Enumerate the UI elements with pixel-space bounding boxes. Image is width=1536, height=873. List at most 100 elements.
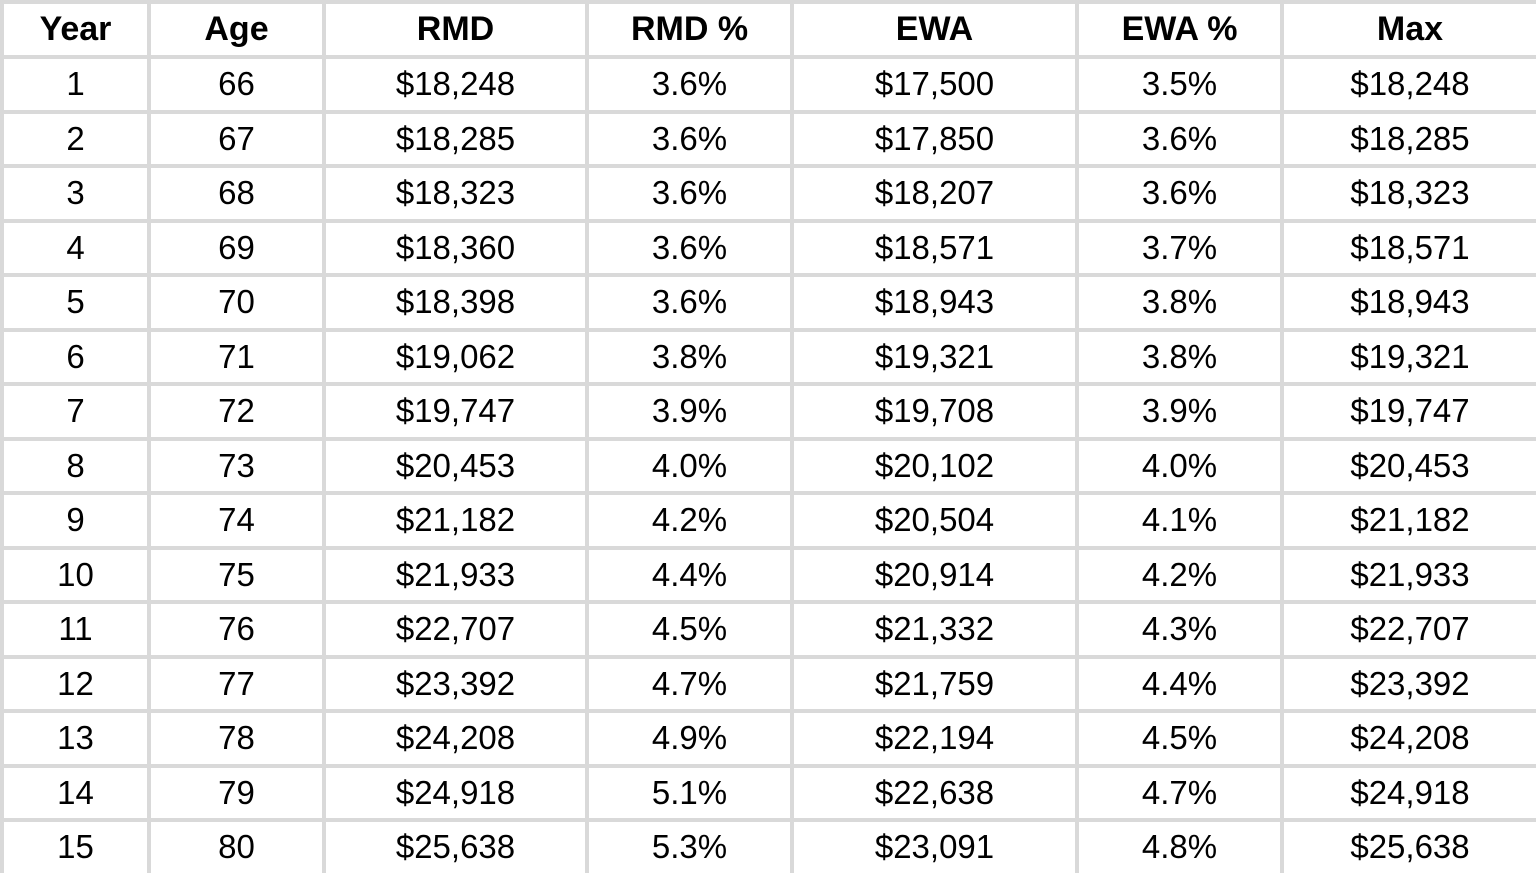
table-cell: 4	[0, 218, 151, 277]
table-cell: 73	[147, 436, 326, 495]
table-cell: $22,194	[790, 709, 1079, 768]
table-cell: $18,943	[1280, 273, 1536, 332]
table-cell: 3.9%	[1075, 382, 1284, 441]
table-row: 12 77 $23,392 4.7% $21,759 4.4% $23,392	[0, 654, 1536, 713]
table-cell: $19,708	[790, 382, 1079, 441]
table-cell: $21,332	[790, 600, 1079, 659]
table-row: 5 70 $18,398 3.6% $18,943 3.8% $18,943	[0, 273, 1536, 332]
table-cell: $24,918	[1280, 763, 1536, 822]
table-cell: 1	[0, 55, 151, 114]
table-cell: $17,850	[790, 109, 1079, 168]
table-cell: 78	[147, 709, 326, 768]
table-cell: $18,571	[790, 218, 1079, 277]
table-cell: 4.9%	[585, 709, 794, 768]
table-cell: 5	[0, 273, 151, 332]
table-cell: 5.3%	[585, 818, 794, 873]
table-cell: $25,638	[322, 818, 589, 873]
table-cell: 3.8%	[1075, 273, 1284, 332]
table-cell: $21,933	[1280, 545, 1536, 604]
table-cell: 68	[147, 164, 326, 223]
column-header: Age	[147, 0, 326, 59]
table-cell: 9	[0, 491, 151, 550]
table-cell: 74	[147, 491, 326, 550]
table-cell: 4.4%	[585, 545, 794, 604]
table-cell: 3.6%	[585, 273, 794, 332]
table-row: 1 66 $18,248 3.6% $17,500 3.5% $18,248	[0, 55, 1536, 114]
table-cell: 4.2%	[585, 491, 794, 550]
table-cell: $21,759	[790, 654, 1079, 713]
table-cell: 14	[0, 763, 151, 822]
header-row: Year Age RMD RMD % EWA EWA % Max	[0, 0, 1536, 59]
table-cell: 67	[147, 109, 326, 168]
table-cell: 8	[0, 436, 151, 495]
table-cell: 70	[147, 273, 326, 332]
table-cell: $18,248	[1280, 55, 1536, 114]
table-cell: 4.8%	[1075, 818, 1284, 873]
table-cell: 76	[147, 600, 326, 659]
table-cell: 4.3%	[1075, 600, 1284, 659]
table-cell: 3.6%	[585, 164, 794, 223]
table-row: 15 80 $25,638 5.3% $23,091 4.8% $25,638	[0, 818, 1536, 873]
table-cell: 4.0%	[1075, 436, 1284, 495]
table-cell: $19,321	[790, 327, 1079, 386]
table-cell: 69	[147, 218, 326, 277]
table-cell: $18,323	[1280, 164, 1536, 223]
table-cell: 4.4%	[1075, 654, 1284, 713]
table-cell: 4.5%	[1075, 709, 1284, 768]
table-row: 2 67 $18,285 3.6% $17,850 3.6% $18,285	[0, 109, 1536, 168]
table-cell: 5.1%	[585, 763, 794, 822]
table-cell: $18,207	[790, 164, 1079, 223]
table-cell: 13	[0, 709, 151, 768]
table-cell: 7	[0, 382, 151, 441]
table-cell: $23,392	[322, 654, 589, 713]
table-cell: $18,248	[322, 55, 589, 114]
table-cell: 3.6%	[585, 218, 794, 277]
table-row: 8 73 $20,453 4.0% $20,102 4.0% $20,453	[0, 436, 1536, 495]
table-cell: $19,062	[322, 327, 589, 386]
table-cell: 75	[147, 545, 326, 604]
table-cell: 3.9%	[585, 382, 794, 441]
table-cell: 72	[147, 382, 326, 441]
table-cell: 4.7%	[585, 654, 794, 713]
table-cell: $18,285	[322, 109, 589, 168]
table-cell: $22,638	[790, 763, 1079, 822]
column-header: RMD	[322, 0, 589, 59]
table-row: 7 72 $19,747 3.9% $19,708 3.9% $19,747	[0, 382, 1536, 441]
table-cell: 11	[0, 600, 151, 659]
table-cell: 3.8%	[585, 327, 794, 386]
table-cell: $23,091	[790, 818, 1079, 873]
table-cell: 3.6%	[1075, 164, 1284, 223]
table-cell: 4.2%	[1075, 545, 1284, 604]
table-cell: 3.6%	[1075, 109, 1284, 168]
table-cell: $20,453	[322, 436, 589, 495]
table-body: 1 66 $18,248 3.6% $17,500 3.5% $18,248 2 67 $18,2…	[0, 55, 1536, 873]
table-cell: 77	[147, 654, 326, 713]
table-cell: $19,747	[322, 382, 589, 441]
table-cell: 10	[0, 545, 151, 604]
table-row: 14 79 $24,918 5.1% $22,638 4.7% $24,918	[0, 763, 1536, 822]
table-cell: 12	[0, 654, 151, 713]
column-header: EWA	[790, 0, 1079, 59]
table-cell: $18,360	[322, 218, 589, 277]
table-cell: 6	[0, 327, 151, 386]
table-cell: $21,182	[1280, 491, 1536, 550]
table-cell: 3.6%	[585, 109, 794, 168]
table-row: 9 74 $21,182 4.2% $20,504 4.1% $21,182	[0, 491, 1536, 550]
table-cell: $20,102	[790, 436, 1079, 495]
table-cell: 4.0%	[585, 436, 794, 495]
table-cell: $22,707	[322, 600, 589, 659]
column-header: Year	[0, 0, 151, 59]
table-row: 13 78 $24,208 4.9% $22,194 4.5% $24,208	[0, 709, 1536, 768]
column-header: EWA %	[1075, 0, 1284, 59]
table-cell: $18,285	[1280, 109, 1536, 168]
table-cell: 3.7%	[1075, 218, 1284, 277]
column-header: Max	[1280, 0, 1536, 59]
table-cell: $18,943	[790, 273, 1079, 332]
table-cell: 66	[147, 55, 326, 114]
table-row: 10 75 $21,933 4.4% $20,914 4.2% $21,933	[0, 545, 1536, 604]
column-header: RMD %	[585, 0, 794, 59]
table-cell: $20,453	[1280, 436, 1536, 495]
table-cell: $23,392	[1280, 654, 1536, 713]
table-cell: $24,208	[322, 709, 589, 768]
